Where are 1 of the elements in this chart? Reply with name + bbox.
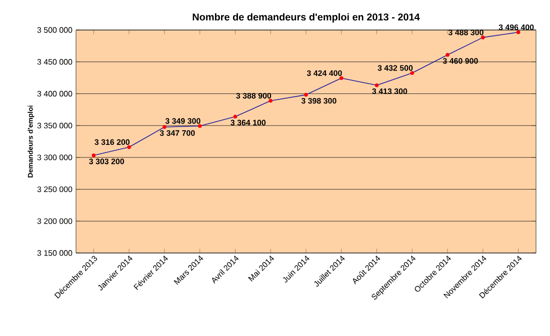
chart-title: Nombre de demandeurs d'emploi en 2013 - 2014 (192, 13, 420, 22)
